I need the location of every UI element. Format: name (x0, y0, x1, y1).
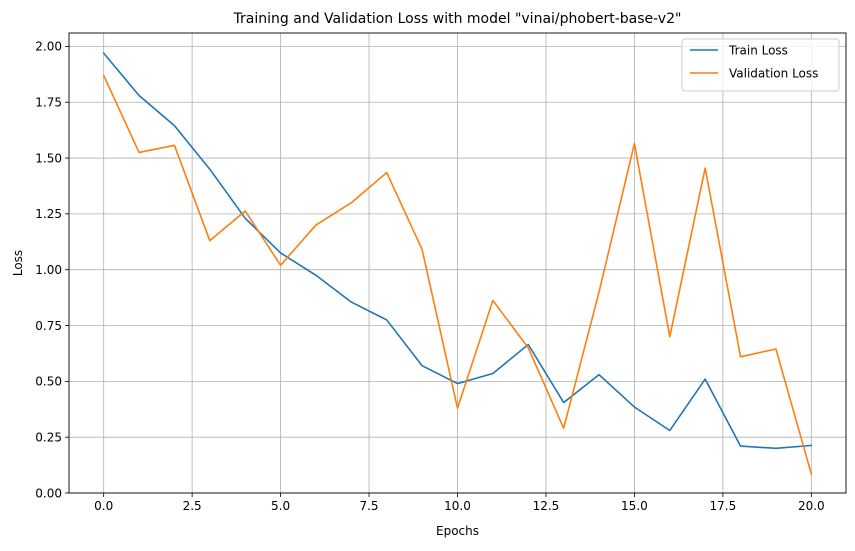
legend-box (681, 38, 840, 92)
x-tick-label: 15.0 (621, 499, 648, 513)
x-tick-label: 7.5 (359, 499, 378, 513)
y-tick-label: 1.75 (35, 96, 62, 110)
x-tick-label: 5.0 (271, 499, 290, 513)
y-axis-label: Loss (11, 250, 25, 276)
series-lines (102, 51, 813, 476)
x-axis-label: Epochs (436, 524, 479, 538)
x-tick-label: 10.0 (444, 499, 471, 513)
legend-label-validation: Validation Loss (729, 67, 818, 81)
train-loss-line (102, 51, 813, 450)
x-tick-label: 2.5 (183, 499, 202, 513)
y-axis-ticks: 0.00 0.25 0.50 0.75 1.00 1.25 1.50 1.75 2.00 (35, 40, 69, 500)
y-tick-label: 0.50 (35, 375, 62, 389)
legend: Train Loss Validation Loss (681, 38, 840, 92)
y-tick-label: 0.75 (35, 319, 62, 333)
y-tick-label: 1.00 (35, 263, 62, 277)
y-tick-label: 1.50 (35, 151, 62, 165)
validation-loss-line (102, 74, 813, 476)
y-tick-label: 0.00 (35, 486, 62, 500)
chart-title: Training and Validation Loss with model … (233, 11, 682, 27)
y-tick-label: 1.25 (35, 207, 62, 221)
x-tick-label: 17.5 (710, 499, 737, 513)
x-tick-label: 12.5 (533, 499, 560, 513)
x-axis-ticks: 0.0 2.5 5.0 7.5 10.0 12.5 15.0 17.5 20.0 (94, 493, 825, 513)
x-tick-label: 20.0 (798, 499, 825, 513)
legend-label-train: Train Loss (728, 44, 788, 58)
y-tick-label: 2.00 (35, 40, 62, 54)
y-tick-label: 0.25 (35, 430, 62, 444)
x-tick-label: 0.0 (94, 499, 113, 513)
